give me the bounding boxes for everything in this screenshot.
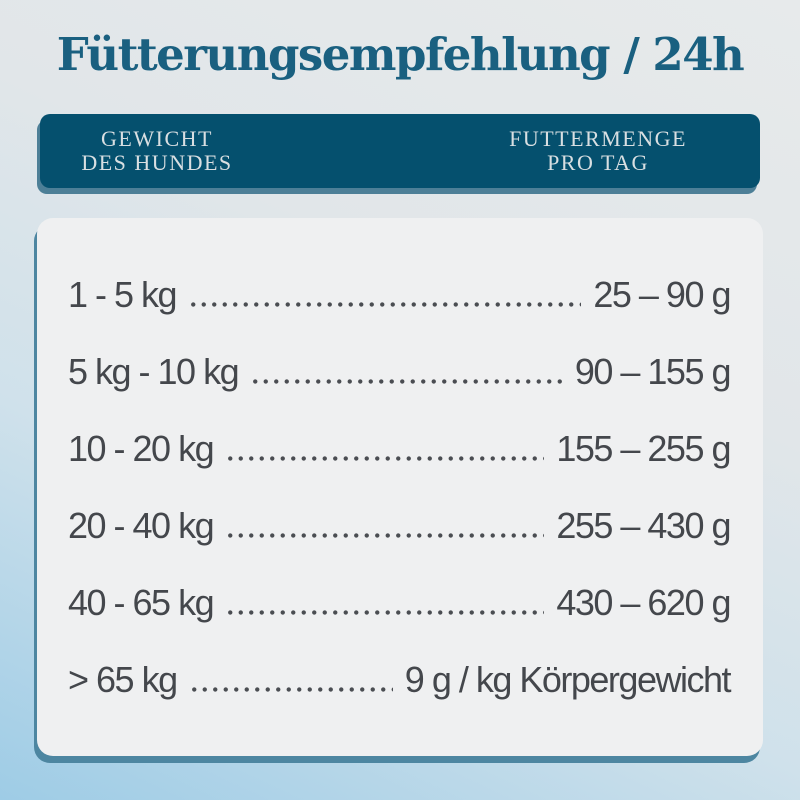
- column-header-weight: GEWICHT DES HUNDES: [81, 127, 232, 175]
- row-weight: 10 - 20 kg: [68, 427, 215, 469]
- table-row: 5 kg - 10 kg 90 – 155 g: [68, 333, 732, 410]
- leader-dots: [188, 256, 582, 333]
- leader-dots: [250, 333, 563, 410]
- column-header-weight-line2: DES HUNDES: [81, 150, 233, 175]
- table-row: 40 - 65 kg 430 – 620 g: [68, 564, 731, 641]
- feeding-table-card: 1 - 5 kg 25 – 90 g 5 kg - 10 kg 90 – 155…: [37, 218, 763, 756]
- row-amount: 155 – 255 g: [556, 427, 731, 469]
- row-amount: 25 – 90 g: [593, 273, 731, 315]
- leader-dots: [225, 564, 545, 641]
- row-amount: 90 – 155 g: [574, 350, 732, 392]
- row-weight: 5 kg - 10 kg: [68, 350, 240, 392]
- leader-dots: [188, 641, 393, 718]
- feeding-table-body: 1 - 5 kg 25 – 90 g 5 kg - 10 kg 90 – 155…: [68, 256, 732, 718]
- row-amount: 9 g / kg Körpergewicht: [404, 658, 732, 700]
- page-title: Fütterungsempfehlung / 24h: [56, 28, 745, 81]
- row-weight: > 65 kg: [68, 658, 178, 700]
- row-weight: 1 - 5 kg: [68, 273, 178, 315]
- leader-dots: [225, 410, 545, 487]
- table-row: 20 - 40 kg 255 – 430 g: [68, 487, 731, 564]
- table-row: 10 - 20 kg 155 – 255 g: [68, 410, 731, 487]
- column-header-amount-line2: PRO TAG: [547, 150, 649, 175]
- column-header-amount-line1: FUTTERMENGE: [509, 126, 687, 151]
- leader-dots: [225, 487, 545, 564]
- column-header-weight-line1: GEWICHT: [101, 126, 213, 151]
- table-row: 1 - 5 kg 25 – 90 g: [68, 256, 731, 333]
- row-weight: 40 - 65 kg: [68, 581, 215, 623]
- row-weight: 20 - 40 kg: [68, 504, 215, 546]
- table-header-bar: GEWICHT DES HUNDES FUTTERMENGE PRO TAG: [40, 114, 760, 188]
- table-row: > 65 kg 9 g / kg Körpergewicht: [68, 641, 732, 718]
- column-header-amount: FUTTERMENGE PRO TAG: [509, 127, 687, 175]
- row-amount: 430 – 620 g: [556, 581, 731, 623]
- row-amount: 255 – 430 g: [556, 504, 731, 546]
